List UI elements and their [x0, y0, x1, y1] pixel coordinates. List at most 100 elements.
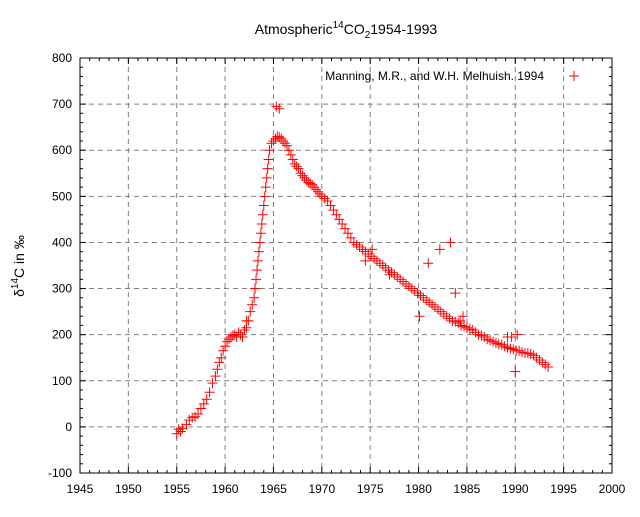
data-point — [233, 327, 244, 338]
data-point — [392, 272, 403, 283]
y-tick-label: 600 — [52, 143, 72, 157]
data-point — [293, 163, 304, 174]
data-point — [263, 154, 274, 165]
data-point — [204, 387, 215, 398]
data-point — [173, 424, 184, 435]
y-tick-label: 0 — [65, 420, 72, 434]
x-tick-label: 1945 — [67, 482, 94, 496]
data-point — [291, 161, 302, 172]
data-point — [237, 331, 248, 342]
data-point — [256, 219, 267, 229]
x-tick-label: 1950 — [115, 482, 142, 496]
data-point — [496, 339, 507, 350]
data-point — [429, 302, 440, 312]
data-point — [319, 193, 330, 204]
data-point — [260, 182, 271, 193]
data-point — [406, 283, 417, 294]
data-point — [251, 274, 262, 285]
data-point — [340, 223, 351, 234]
legend: Manning, M.R., and W.H. Melhuish. 1994 — [325, 69, 579, 83]
data-point — [258, 200, 269, 211]
data-point — [506, 331, 517, 342]
data-point — [367, 244, 378, 255]
data-point — [220, 341, 231, 352]
data-point — [325, 200, 336, 211]
x-tick-label: 2000 — [599, 482, 626, 496]
data-point — [423, 258, 434, 269]
data-point — [254, 237, 265, 248]
data-point — [517, 347, 528, 358]
legend-label: Manning, M.R., and W.H. Melhuish. 1994 — [325, 69, 544, 83]
x-tick-label: 1975 — [357, 482, 384, 496]
data-point — [510, 366, 521, 377]
data-point — [395, 274, 406, 285]
data-point — [421, 295, 432, 306]
data-point — [342, 228, 353, 239]
data-point — [278, 136, 289, 146]
data-point — [198, 398, 209, 409]
data-point — [360, 255, 371, 266]
y-tick-label: 300 — [52, 282, 72, 296]
data-point — [438, 308, 449, 319]
y-tick-label: 200 — [52, 328, 72, 342]
data-point — [171, 428, 182, 439]
data-point — [434, 244, 445, 255]
data-point — [239, 325, 250, 336]
data-point — [218, 345, 229, 356]
data-point — [214, 357, 225, 368]
data-point — [493, 338, 504, 349]
axes: 1945 1950 1955 1960 1965 1970 1975 1980 1985 1990… — [48, 51, 626, 496]
y-tick-label: 100 — [52, 374, 72, 388]
data-point — [285, 149, 296, 160]
data-point — [543, 361, 554, 372]
data-point — [264, 145, 275, 156]
data-point — [351, 239, 362, 250]
data-point — [297, 170, 308, 181]
data-point — [384, 269, 395, 280]
data-point — [386, 267, 397, 278]
data-point — [295, 168, 306, 179]
data-point — [271, 101, 282, 112]
y-axis-label: δ14C in ‰ — [10, 235, 27, 297]
legend-marker — [569, 71, 579, 81]
data-point — [276, 133, 287, 144]
data-point — [473, 329, 484, 340]
data-point — [222, 336, 233, 347]
data-point — [252, 265, 263, 276]
data-point — [299, 172, 310, 183]
y-tick-label: 500 — [52, 189, 72, 203]
data-point — [201, 394, 212, 405]
y-tick-label: -100 — [48, 466, 72, 480]
x-tick-label: 1965 — [260, 482, 287, 496]
data-point — [280, 138, 291, 149]
data-point — [445, 237, 456, 248]
data-point — [528, 350, 539, 361]
data-point — [283, 145, 294, 156]
data-point — [266, 138, 277, 149]
data-point — [253, 246, 264, 257]
data-point — [241, 315, 252, 326]
grid — [80, 58, 612, 473]
x-tick-label: 1990 — [502, 482, 529, 496]
data-point — [383, 265, 394, 276]
data-point — [441, 311, 452, 322]
data-point — [210, 371, 221, 382]
data-point — [458, 311, 469, 322]
data-point — [262, 163, 273, 174]
data-point — [377, 260, 388, 271]
data-point — [534, 355, 545, 366]
data-point — [261, 172, 272, 183]
data-point — [415, 290, 426, 301]
x-tick-label: 1980 — [405, 482, 432, 496]
data-point — [398, 276, 409, 287]
x-tick-label: 1985 — [454, 482, 481, 496]
data-point — [259, 191, 270, 202]
x-tick-label: 1995 — [550, 482, 577, 496]
data-point — [357, 244, 368, 255]
data-point — [522, 348, 533, 359]
data-point — [374, 258, 385, 269]
data-points — [171, 101, 554, 439]
data-point — [247, 299, 258, 310]
